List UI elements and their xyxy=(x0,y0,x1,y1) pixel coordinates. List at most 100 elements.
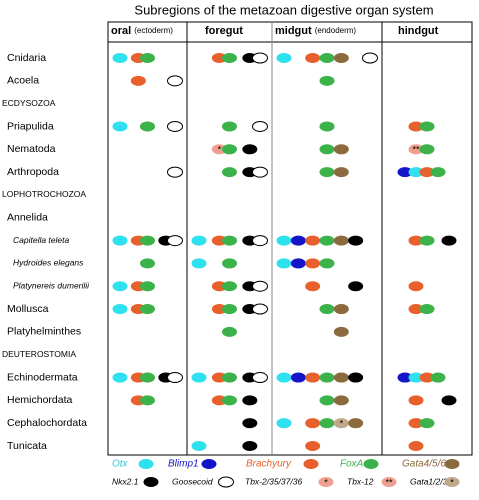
gene-dot xyxy=(319,258,335,269)
legend-marker xyxy=(138,459,154,469)
gene-dot xyxy=(305,235,321,246)
gene-dot xyxy=(319,167,335,178)
gene-dot xyxy=(290,372,306,383)
gene-dot xyxy=(140,372,155,383)
gene-dot xyxy=(112,53,128,63)
gene-dot xyxy=(222,144,237,155)
column-title: oral xyxy=(111,25,131,37)
legend-marker xyxy=(444,459,460,469)
gene-dot xyxy=(242,144,258,155)
gene-dot xyxy=(276,372,292,383)
row-label: Acoela xyxy=(7,75,39,87)
row-label: Nematoda xyxy=(7,143,56,155)
column-note: (endoderm) xyxy=(315,26,357,35)
row-label: Echinodermata xyxy=(7,371,78,383)
gene-dot xyxy=(222,53,237,63)
gene-dot xyxy=(290,258,306,269)
gene-dot xyxy=(305,372,321,383)
legend-label: Gata4/5/6 xyxy=(402,459,446,470)
legend-marker xyxy=(318,477,334,487)
row-label: Mollusca xyxy=(7,303,49,315)
gene-dot xyxy=(252,166,268,178)
gene-dot xyxy=(319,372,335,383)
gene-dot xyxy=(191,235,207,246)
row-label: Annelida xyxy=(7,212,48,224)
gene-dot xyxy=(333,372,349,383)
gene-dot xyxy=(419,304,435,315)
gene-dot xyxy=(140,304,155,315)
gene-dot xyxy=(408,441,424,451)
column-header: midgut (endoderm) xyxy=(275,25,356,37)
gene-dot xyxy=(333,235,349,246)
gene-dot xyxy=(222,235,237,246)
row-label: LOPHOTROCHOZOA xyxy=(2,189,86,199)
gene-dot xyxy=(305,258,321,269)
gene-dot xyxy=(242,441,258,451)
gene-dot xyxy=(333,53,349,63)
row-label: Tunicata xyxy=(7,440,47,452)
legend-label: Otx xyxy=(112,459,129,470)
gene-dot xyxy=(319,75,335,86)
legend-label: Gata1/2/3 xyxy=(410,476,448,486)
gene-dot xyxy=(140,258,155,269)
gene-dot xyxy=(419,418,435,429)
legend-label: Tbx-2/35/37/36 xyxy=(245,476,302,486)
gene-dot xyxy=(305,441,321,451)
gene-dot xyxy=(348,418,364,429)
gene-dot xyxy=(222,395,237,406)
gene-dot-symbol: * xyxy=(340,419,344,429)
column-title: foregut xyxy=(205,25,243,37)
gene-dot xyxy=(333,418,349,429)
legend-marker-symbol: * xyxy=(450,477,454,487)
gene-dot xyxy=(333,304,349,315)
legend-marker xyxy=(218,476,234,488)
column-header: oral (ectoderm) xyxy=(111,25,173,37)
figure-title: Subregions of the metazoan digestive org… xyxy=(134,2,433,17)
gene-dot xyxy=(348,372,364,383)
gene-dot-symbol: * xyxy=(218,145,222,155)
gene-dot xyxy=(222,304,237,315)
legend-marker-symbol: * xyxy=(324,477,328,487)
gene-dot xyxy=(242,418,258,429)
gene-dot xyxy=(333,167,349,178)
gene-dot xyxy=(319,395,335,406)
gene-dot xyxy=(222,326,237,337)
gene-dot xyxy=(252,120,268,132)
gene-dot-symbol: ** xyxy=(412,145,420,155)
gene-dot xyxy=(167,120,183,132)
row-label: Hemichordata xyxy=(7,394,73,406)
gene-dot xyxy=(319,121,335,132)
legend-marker-symbol: ** xyxy=(385,477,393,487)
gene-dot xyxy=(348,281,364,292)
gene-dot xyxy=(167,75,183,87)
gene-dot xyxy=(222,281,237,292)
gene-dot xyxy=(222,121,237,132)
gene-dot xyxy=(397,372,413,383)
gene-dot xyxy=(348,235,364,246)
gene-dot xyxy=(140,121,155,132)
row-label: ECDYSOZOA xyxy=(2,98,56,108)
gene-dot xyxy=(222,372,237,383)
gene-dot xyxy=(112,372,128,383)
gene-dot xyxy=(252,280,268,292)
gene-dot xyxy=(252,372,268,384)
gene-dot xyxy=(276,235,292,246)
gene-dot xyxy=(130,75,146,86)
gene-dot xyxy=(408,281,424,292)
row-label: Platynereis dumerilii xyxy=(13,280,90,290)
gene-dot xyxy=(408,418,424,429)
gene-dot xyxy=(191,441,207,451)
gene-dot xyxy=(408,395,424,406)
gene-dot xyxy=(112,304,128,315)
column-header: hindgut xyxy=(398,25,439,37)
gene-dot xyxy=(290,235,306,246)
gene-dot xyxy=(419,121,435,132)
legend-label: FoxA xyxy=(340,459,364,470)
gene-dot xyxy=(140,235,155,246)
gene-dot xyxy=(140,53,155,63)
gene-dot xyxy=(319,53,335,63)
gene-dot xyxy=(276,53,292,63)
legend-marker xyxy=(303,459,319,469)
gene-dot xyxy=(252,52,268,64)
